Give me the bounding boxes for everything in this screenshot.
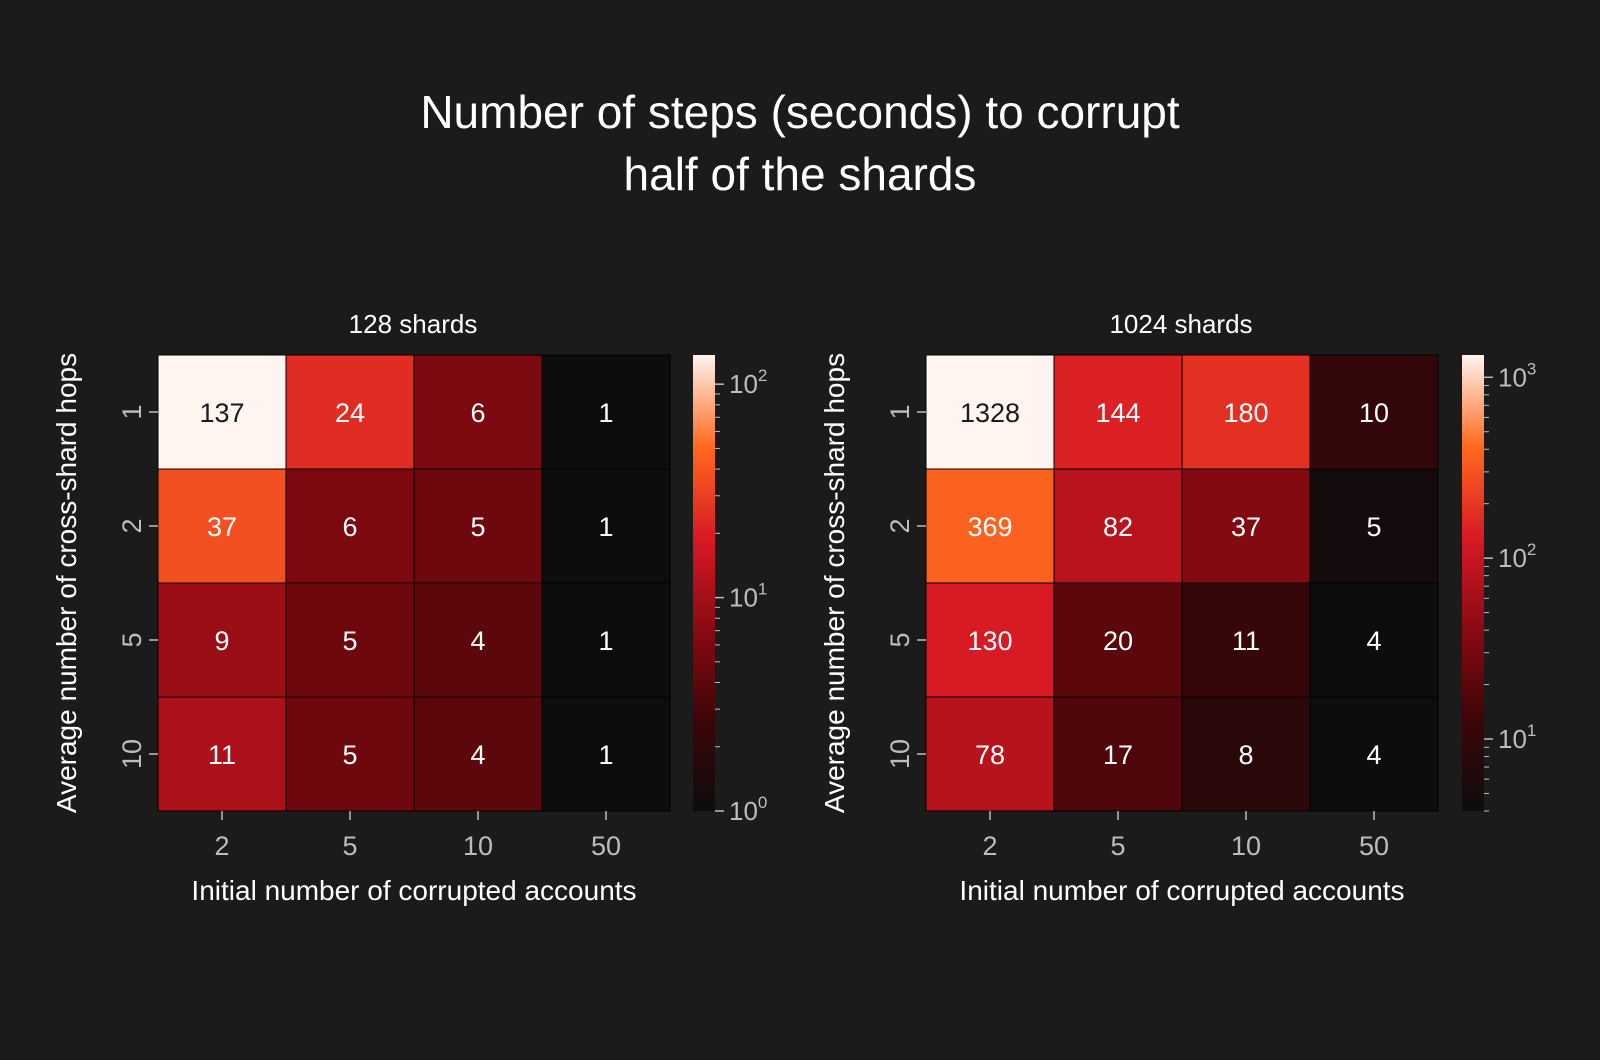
heatmap-cell	[157, 696, 287, 812]
cell-value-label: 180	[1223, 398, 1268, 428]
subplot-title: 128 shards	[349, 309, 478, 339]
x-tick-label: 50	[591, 831, 621, 861]
cell-value-label: 4	[1366, 740, 1381, 770]
figure-title-line2: half of the shards	[624, 148, 977, 200]
colorbar-tick-label: 103	[1498, 359, 1536, 392]
cell-value-label: 37	[207, 512, 237, 542]
heatmap-cell	[541, 696, 671, 812]
x-tick-label: 5	[342, 831, 357, 861]
heatmap-cell	[541, 468, 671, 584]
cell-value-label: 4	[1366, 626, 1381, 656]
cell-value-label: 5	[342, 626, 357, 656]
heatmap-cell	[1053, 696, 1183, 812]
figure-title-line1: Number of steps (seconds) to corrupt	[420, 86, 1180, 138]
x-axis-label: Initial number of corrupted accounts	[191, 875, 636, 906]
cell-value-label: 1	[598, 626, 613, 656]
cell-value-label: 24	[335, 398, 365, 428]
x-tick-label: 10	[1231, 831, 1261, 861]
cell-value-label: 1	[598, 398, 613, 428]
cell-value-label: 20	[1103, 626, 1133, 656]
heatmap-cell	[285, 468, 415, 584]
colorbar-tick-label: 102	[1498, 540, 1536, 573]
cell-value-label: 369	[967, 512, 1012, 542]
heatmap-cell	[1309, 696, 1439, 812]
heatmap-cell	[1181, 696, 1311, 812]
cell-value-label: 137	[199, 398, 244, 428]
cell-value-label: 1	[598, 740, 613, 770]
colorbar	[1462, 355, 1484, 811]
x-tick-label: 2	[982, 831, 997, 861]
heatmap-cell	[285, 354, 415, 470]
colorbar-tick-label: 102	[729, 366, 767, 399]
colorbar-tick-label: 101	[1498, 721, 1536, 754]
cell-value-label: 5	[1366, 512, 1381, 542]
y-axis-label: Average number of cross-shard hops	[819, 353, 850, 813]
heatmap-cell	[541, 354, 671, 470]
y-axis-label: Average number of cross-shard hops	[51, 353, 82, 813]
heatmap-cell	[1181, 354, 1311, 470]
colorbar-tick-label: 100	[729, 793, 767, 826]
cell-value-label: 37	[1231, 512, 1261, 542]
heatmap-cell	[413, 354, 543, 470]
heatmap-cell	[285, 696, 415, 812]
cell-value-label: 1328	[960, 398, 1020, 428]
heatmap-cell	[1053, 582, 1183, 698]
x-tick-label: 2	[214, 831, 229, 861]
y-tick-label: 5	[885, 632, 915, 647]
cell-value-label: 9	[214, 626, 229, 656]
cell-value-label: 11	[1232, 626, 1260, 656]
y-tick-label: 1	[885, 404, 915, 419]
cell-value-label: 6	[470, 398, 485, 428]
heatmap-cell	[1309, 354, 1439, 470]
cell-value-label: 11	[208, 740, 236, 770]
cell-value-label: 4	[470, 626, 485, 656]
cell-value-label: 8	[1238, 740, 1253, 770]
heatmap-cell	[285, 582, 415, 698]
cell-value-label: 17	[1103, 740, 1133, 770]
y-tick-label: 10	[117, 739, 147, 769]
colorbar	[693, 355, 715, 811]
cell-value-label: 1	[598, 512, 613, 542]
x-tick-label: 10	[463, 831, 493, 861]
heatmap-cell	[1181, 582, 1311, 698]
heatmap-cell	[925, 582, 1055, 698]
subplot-title: 1024 shards	[1109, 309, 1252, 339]
y-tick-label: 2	[117, 518, 147, 533]
heatmap-cell	[1181, 468, 1311, 584]
heatmap-cell	[925, 696, 1055, 812]
heatmap-cell	[157, 468, 287, 584]
heatmap-cell	[541, 582, 671, 698]
colorbar-tick-label: 101	[729, 580, 767, 613]
heatmap-cell	[157, 354, 287, 470]
cell-value-label: 5	[470, 512, 485, 542]
cell-value-label: 6	[342, 512, 357, 542]
cell-value-label: 5	[342, 740, 357, 770]
x-tick-label: 50	[1359, 831, 1389, 861]
heatmap-cell	[925, 354, 1055, 470]
heatmap-cell	[1309, 582, 1439, 698]
x-axis-label: Initial number of corrupted accounts	[959, 875, 1404, 906]
heatmap-cell	[1309, 468, 1439, 584]
heatmap-cell	[925, 468, 1055, 584]
heatmap-cell	[1053, 354, 1183, 470]
y-tick-label: 1	[117, 404, 147, 419]
x-tick-label: 5	[1110, 831, 1125, 861]
y-tick-label: 10	[885, 739, 915, 769]
cell-value-label: 4	[470, 740, 485, 770]
cell-value-label: 82	[1103, 512, 1133, 542]
cell-value-label: 10	[1359, 398, 1389, 428]
heatmap-cell	[1053, 468, 1183, 584]
cell-value-label: 130	[967, 626, 1012, 656]
heatmap-cell	[413, 696, 543, 812]
cell-value-label: 78	[975, 740, 1005, 770]
y-tick-label: 5	[117, 632, 147, 647]
y-tick-label: 2	[885, 518, 915, 533]
cell-value-label: 144	[1095, 398, 1140, 428]
